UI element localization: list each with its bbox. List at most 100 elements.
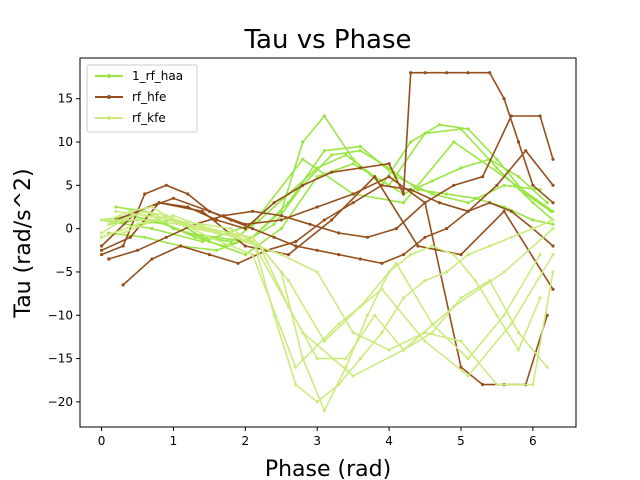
data-point (473, 279, 477, 283)
data-point (495, 383, 499, 387)
data-point (502, 313, 506, 317)
series-line-rf_kfe-2 (101, 214, 554, 386)
series-line-rf_hfe-3 (122, 149, 554, 286)
data-point (545, 313, 549, 317)
data-point (430, 192, 434, 196)
data-point (387, 162, 391, 166)
data-point (150, 205, 154, 209)
data-point (423, 71, 427, 75)
data-point (337, 253, 341, 257)
data-point (466, 201, 470, 205)
x-tick-label: 4 (385, 434, 393, 448)
series-line-rf_hfe-2 (108, 115, 554, 260)
data-point (466, 253, 470, 257)
data-point (143, 214, 147, 218)
data-point (416, 244, 420, 248)
data-point (272, 222, 276, 226)
data-point (207, 240, 211, 244)
data-point (121, 244, 125, 248)
data-point (531, 201, 535, 205)
data-point (466, 374, 470, 378)
data-point (351, 374, 355, 378)
data-point (502, 183, 506, 187)
data-point (193, 235, 197, 239)
data-point (416, 188, 420, 192)
data-point (488, 71, 492, 75)
data-point (394, 261, 398, 265)
data-point (551, 270, 555, 274)
data-point (171, 227, 175, 231)
data-point (430, 179, 434, 183)
data-point (315, 270, 319, 274)
data-point (272, 235, 276, 239)
data-point (423, 279, 427, 283)
data-point (551, 244, 555, 248)
x-tick-label: 6 (529, 434, 537, 448)
data-point (322, 408, 326, 413)
data-point (551, 227, 555, 231)
data-point (143, 235, 147, 239)
y-tick-label: 15 (58, 92, 73, 106)
data-point (128, 209, 132, 213)
y-tick-label: −15 (48, 352, 73, 366)
data-point (351, 331, 355, 335)
data-point (538, 253, 542, 257)
data-point (279, 227, 283, 231)
data-point (330, 170, 334, 174)
data-point (423, 201, 427, 205)
data-point (330, 218, 334, 222)
plot-frame (79, 57, 577, 428)
data-point (452, 305, 456, 309)
data-point (531, 383, 535, 387)
data-point (308, 222, 312, 226)
data-point (459, 365, 463, 369)
data-point (200, 240, 204, 244)
y-axis-ticks: −20 −15 −10 −5 0 5 10 15 (48, 92, 80, 409)
data-point (538, 296, 542, 300)
data-point (150, 227, 154, 231)
data-point (315, 205, 319, 209)
data-point (164, 183, 168, 187)
legend: 1_rf_haa rf_hfe rf_kfe (86, 64, 198, 133)
data-point (100, 231, 104, 235)
data-point (243, 244, 247, 248)
series-line-rf_kfe-5 (101, 219, 554, 377)
data-point (509, 322, 513, 326)
data-point (437, 201, 441, 205)
data-point (315, 175, 319, 179)
data-point (509, 235, 513, 239)
legend-box (86, 64, 198, 133)
data-point (186, 192, 190, 196)
data-point (229, 240, 233, 244)
data-point (351, 192, 355, 196)
series-line-rf_kfe-0 (101, 210, 554, 403)
data-point (380, 331, 384, 335)
y-tick-label: −20 (48, 395, 73, 409)
data-point (358, 166, 362, 170)
data-point (495, 313, 499, 317)
data-point (365, 235, 370, 239)
data-point (551, 222, 555, 226)
x-tick-label: 0 (98, 434, 106, 448)
y-axis-title: Tau (rad/s^2) (11, 168, 36, 318)
data-point (243, 253, 247, 257)
data-point (401, 296, 406, 300)
legend-label-rf_hfe: rf_hfe (132, 90, 166, 104)
data-point (488, 244, 492, 248)
data-point (135, 248, 140, 252)
data-point (207, 253, 211, 257)
y-tick-label: 0 (65, 222, 73, 236)
data-point (409, 140, 413, 144)
data-point (121, 231, 125, 235)
data-point (502, 270, 506, 274)
y-tick-label: 5 (65, 178, 73, 192)
data-point (315, 248, 319, 252)
data-point (358, 149, 362, 153)
data-point (509, 114, 513, 118)
data-point (243, 240, 247, 244)
data-point (322, 339, 326, 343)
data-point (250, 209, 255, 213)
data-point (531, 218, 535, 222)
data-point (135, 222, 140, 226)
data-point (337, 322, 341, 326)
